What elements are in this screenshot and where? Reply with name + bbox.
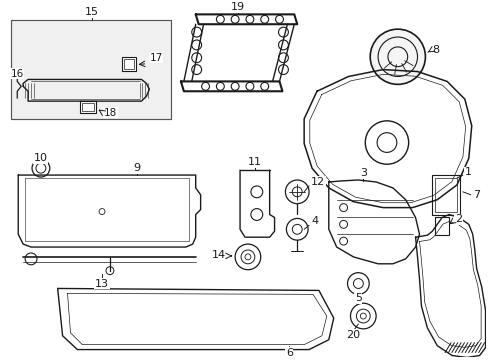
Circle shape	[285, 180, 308, 204]
Text: 5: 5	[354, 293, 361, 303]
Circle shape	[235, 244, 260, 270]
Text: 16: 16	[10, 68, 23, 78]
Text: 7: 7	[472, 190, 479, 200]
Text: 17: 17	[149, 53, 163, 63]
Bar	[82, 103, 94, 111]
Text: 4: 4	[310, 216, 318, 226]
Bar	[11, 20, 171, 119]
Text: 15: 15	[85, 8, 99, 17]
Text: 12: 12	[310, 177, 325, 187]
Bar	[123, 59, 133, 69]
Circle shape	[369, 29, 425, 84]
Circle shape	[350, 303, 375, 329]
Text: 13: 13	[95, 279, 109, 288]
Text: 6: 6	[285, 347, 292, 357]
Bar	[431, 175, 459, 215]
Bar	[434, 217, 448, 235]
Text: 11: 11	[247, 157, 261, 167]
Text: 3: 3	[359, 168, 366, 178]
Text: 10: 10	[34, 153, 48, 163]
Text: 19: 19	[230, 3, 244, 13]
Text: 1: 1	[464, 167, 471, 177]
Text: 9: 9	[133, 163, 140, 173]
Text: 2: 2	[454, 215, 461, 224]
Bar	[80, 101, 96, 113]
Bar	[434, 178, 456, 212]
Circle shape	[32, 159, 50, 177]
Text: 18: 18	[104, 108, 117, 118]
Text: 14: 14	[212, 250, 226, 260]
Text: 20: 20	[346, 330, 360, 340]
Bar	[122, 57, 135, 71]
Bar	[11, 20, 171, 119]
Circle shape	[286, 219, 307, 240]
Circle shape	[347, 273, 368, 294]
Text: 8: 8	[431, 45, 439, 55]
